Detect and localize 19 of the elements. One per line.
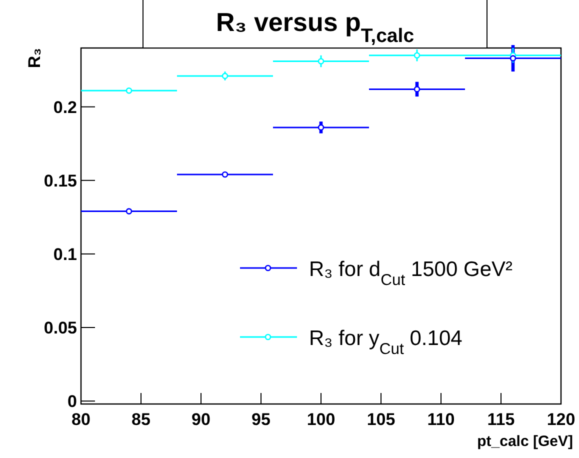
- y-tick-label: 0.1: [53, 244, 77, 264]
- y-tick-label: 0.05: [44, 318, 77, 338]
- chart-title: R₃ versus p$_{T,calc}$: [216, 7, 414, 47]
- x-tick-label: 120: [546, 410, 576, 429]
- x-tick-label: 85: [132, 410, 150, 429]
- y-tick-label: 0.2: [53, 98, 77, 117]
- x-tick-label: 105: [366, 410, 396, 429]
- x-tick-label: 115: [487, 410, 515, 429]
- x-tick-label: 90: [192, 410, 210, 429]
- legend-label: R₃ for d$_{Cut}$ 1500 GeV²: [309, 258, 512, 288]
- y-axis-title: R₃: [25, 48, 44, 68]
- y-tick-label: 0: [68, 392, 77, 412]
- y-tick-label: 0.15: [44, 171, 77, 190]
- x-tick-label: 110: [427, 410, 455, 429]
- x-axis-title: pt_calc [GeV]: [477, 433, 573, 450]
- x-tick-label: 80: [72, 410, 90, 429]
- legend-label: R₃ for y$_{Cut}$ 0.104: [309, 327, 463, 358]
- x-tick-label: 95: [252, 410, 270, 429]
- x-tick-label: 100: [306, 410, 336, 429]
